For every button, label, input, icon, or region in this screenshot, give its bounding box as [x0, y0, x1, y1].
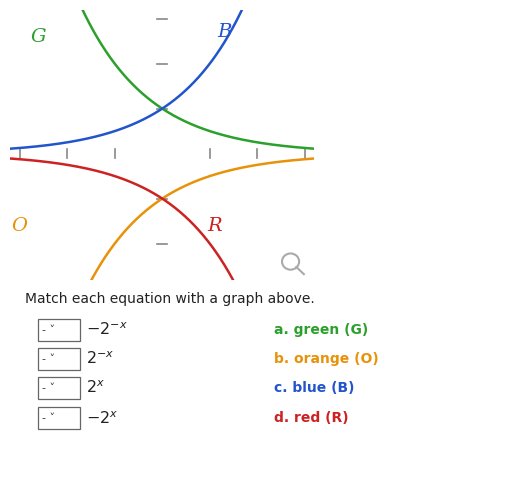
- Text: B: B: [217, 23, 231, 41]
- Text: - ˅: - ˅: [42, 325, 55, 335]
- Text: c. blue (B): c. blue (B): [274, 381, 354, 395]
- Text: R: R: [207, 216, 222, 235]
- Text: - ˅: - ˅: [42, 354, 55, 364]
- Text: d. red (R): d. red (R): [274, 411, 348, 426]
- Text: a. green (G): a. green (G): [274, 323, 368, 337]
- Text: - ˅: - ˅: [42, 414, 55, 423]
- Text: O: O: [12, 216, 28, 235]
- Text: G: G: [31, 27, 47, 46]
- Text: $-2^x$: $-2^x$: [86, 410, 118, 427]
- Text: $2^x$: $2^x$: [86, 380, 104, 396]
- Text: $-2^{-x}$: $-2^{-x}$: [86, 322, 127, 338]
- Text: Match each equation with a graph above.: Match each equation with a graph above.: [25, 292, 315, 306]
- Text: - ˅: - ˅: [42, 383, 55, 393]
- Text: b. orange (O): b. orange (O): [274, 352, 379, 366]
- Text: $2^{-x}$: $2^{-x}$: [86, 351, 114, 367]
